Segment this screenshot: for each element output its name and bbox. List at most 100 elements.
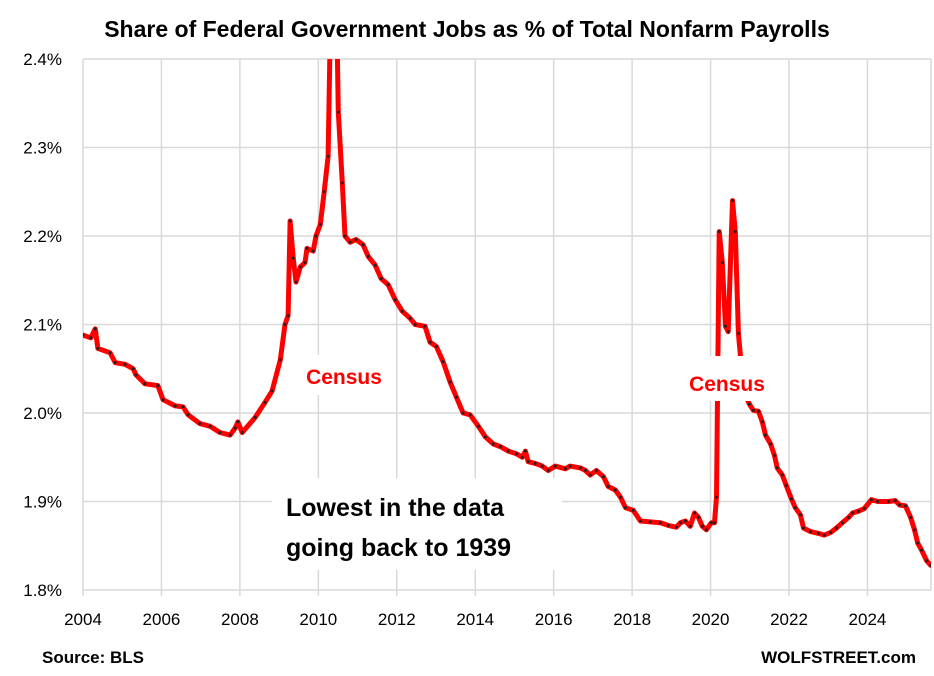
data-point [666, 523, 670, 527]
data-point [143, 382, 147, 386]
data-point [298, 265, 302, 269]
data-point [314, 234, 318, 238]
y-tick-label: 2.3% [23, 139, 62, 158]
data-point [491, 442, 495, 446]
data-point [893, 499, 897, 503]
x-tick-label: 2010 [299, 610, 337, 629]
data-point [696, 515, 700, 519]
data-point [506, 449, 510, 453]
chart-title: Share of Federal Government Jobs as % of… [104, 16, 830, 42]
data-point [408, 316, 412, 320]
data-point [134, 373, 138, 377]
data-point [876, 500, 880, 503]
data-point [294, 280, 298, 284]
data-point [623, 506, 627, 510]
data-point [373, 263, 377, 267]
x-tick-label: 2014 [456, 610, 494, 629]
x-axis-ticks: 2004 2006 2008 2010 2012 2014 2016 2018 2020 2022… [64, 610, 886, 629]
data-point [784, 484, 788, 488]
data-point [793, 506, 797, 510]
data-point [638, 519, 642, 523]
data-point [648, 520, 652, 524]
data-point [393, 298, 397, 302]
data-point [704, 528, 708, 532]
data-point [769, 442, 773, 446]
data-point [731, 199, 735, 203]
data-point [658, 521, 662, 525]
data-point [361, 243, 365, 247]
data-point [131, 367, 135, 371]
data-point [904, 504, 908, 508]
data-point [898, 503, 902, 507]
data-point [601, 475, 605, 479]
y-tick-label: 1.8% [23, 581, 62, 600]
data-point [343, 234, 347, 238]
data-point [233, 426, 237, 430]
data-point [546, 469, 550, 473]
data-point [400, 309, 404, 313]
brand-label: WOLFSTREET.com [761, 648, 916, 667]
y-tick-label: 2.4% [23, 50, 62, 69]
annotation-census-2010: Census [297, 355, 389, 395]
y-tick-label: 1.9% [23, 493, 62, 512]
data-point [326, 154, 330, 158]
data-point [96, 346, 100, 350]
data-point [348, 240, 352, 244]
data-point [113, 361, 117, 365]
y-tick-label: 2.1% [23, 316, 62, 335]
data-point [583, 469, 587, 473]
data-point [568, 464, 572, 468]
data-point [714, 495, 718, 499]
data-point [476, 424, 480, 428]
data-point [913, 528, 917, 532]
data-point [736, 331, 740, 335]
x-tick-label: 2022 [770, 610, 808, 629]
data-point [288, 219, 292, 223]
data-point [218, 430, 222, 434]
data-point [305, 246, 309, 250]
data-point [108, 351, 112, 355]
data-point [156, 384, 160, 388]
data-point [553, 464, 557, 468]
x-tick-label: 2024 [849, 610, 887, 629]
data-point [286, 314, 290, 318]
data-point [540, 464, 544, 468]
data-point [448, 380, 452, 384]
data-point [173, 404, 177, 408]
data-point [869, 498, 873, 502]
data-point [726, 330, 730, 334]
data-point [198, 422, 202, 426]
data-point [929, 563, 931, 567]
data-point [862, 507, 866, 511]
x-tick-label: 2004 [64, 610, 102, 629]
data-point [578, 466, 582, 470]
data-point [720, 261, 724, 265]
series-line [83, 59, 931, 568]
data-point [228, 433, 232, 437]
data-point [856, 509, 860, 513]
data-point [253, 415, 257, 419]
annotation-lowest-line1: Lowest in the data [286, 494, 505, 522]
data-point [717, 230, 721, 234]
data-point [773, 453, 777, 457]
data-point [909, 515, 913, 519]
data-point [336, 110, 340, 114]
x-tick-label: 2016 [535, 610, 573, 629]
data-point [379, 276, 383, 280]
data-point [809, 530, 813, 534]
data-point [240, 430, 244, 434]
y-tick-label: 2.2% [23, 227, 62, 246]
data-point [618, 495, 622, 499]
data-point [851, 511, 855, 515]
data-point [263, 400, 267, 404]
data-point [93, 327, 97, 331]
data-point [834, 526, 838, 530]
data-point [428, 340, 432, 344]
x-tick-label: 2008 [221, 610, 259, 629]
data-point [780, 473, 784, 477]
data-point [760, 420, 764, 424]
data-point [723, 324, 727, 328]
annotation-lowest-line2: going back to 1939 [286, 534, 511, 562]
data-point [613, 488, 617, 492]
data-point [423, 324, 427, 328]
